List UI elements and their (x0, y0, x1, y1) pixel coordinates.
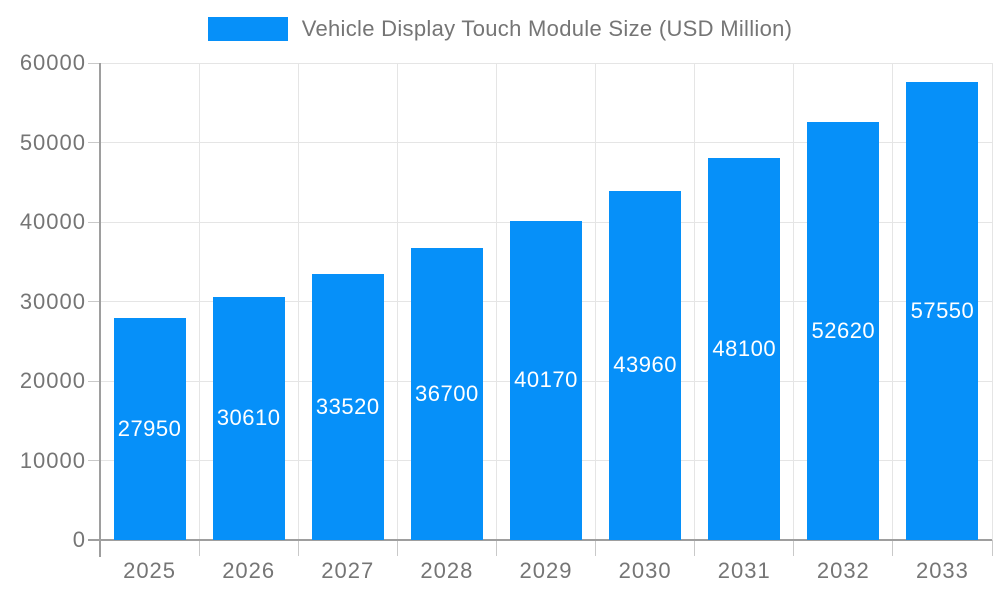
y-gridline (100, 142, 992, 143)
x-gridline (495, 63, 497, 540)
bar-2032: 52620 (807, 121, 880, 540)
legend: Vehicle Display Touch Module Size (USD M… (0, 16, 1000, 42)
bar-value-label: 48100 (712, 335, 777, 361)
x-tick-label: 2032 (816, 558, 870, 583)
y-tick (88, 221, 100, 223)
x-tick-label: 2033 (915, 558, 969, 583)
bar-2029: 40170 (510, 220, 582, 540)
x-tick (198, 540, 200, 556)
y-tick-label: 20000 (19, 368, 86, 393)
x-gridline (694, 63, 696, 540)
bar-2033: 57550 (906, 82, 979, 540)
bar-2028: 36700 (410, 248, 483, 540)
y-tick-label: 60000 (19, 50, 86, 75)
x-tick (991, 540, 993, 556)
legend-swatch (207, 17, 288, 41)
bar-2031: 48100 (708, 157, 781, 540)
bar-value-label: 52620 (811, 317, 876, 343)
y-gridline (100, 62, 992, 64)
y-axis-line (99, 63, 101, 557)
legend-label: Vehicle Display Touch Module Size (USD M… (301, 16, 793, 41)
x-gridline (396, 63, 398, 540)
x-tick-label: 2028 (420, 558, 474, 583)
x-gridline (793, 63, 795, 540)
y-tick (88, 62, 100, 64)
bar-value-label: 43960 (613, 352, 677, 378)
bar-2025: 27950 (113, 317, 186, 540)
x-tick (297, 540, 299, 556)
y-tick (88, 460, 100, 461)
x-tick-label: 2026 (222, 558, 276, 583)
x-tick-label: 2029 (519, 558, 573, 583)
y-tick (88, 301, 100, 302)
bar-2030: 43960 (609, 190, 682, 540)
y-tick-label: 10000 (19, 447, 86, 473)
bar-value-label: 36700 (415, 381, 479, 407)
x-tick (793, 540, 795, 556)
bar-2026: 30610 (212, 296, 285, 540)
x-tick-label: 2025 (123, 558, 177, 583)
x-gridline (198, 63, 200, 540)
x-gridline (595, 63, 597, 540)
x-tick (495, 540, 497, 556)
bar-value-label: 30610 (216, 405, 281, 431)
x-tick-label: 2027 (321, 558, 375, 583)
x-tick (396, 540, 398, 556)
x-gridline (892, 63, 894, 540)
x-tick (694, 540, 696, 556)
bar-2027: 33520 (311, 273, 384, 540)
y-tick-label: 30000 (19, 288, 86, 314)
bar-value-label: 27950 (117, 415, 182, 441)
y-tick-label: 0 (72, 527, 86, 552)
plot-area: 0 10000 20000 30000 40000 50000 60000 27950 2025… (20, 50, 993, 583)
bar-value-label: 57550 (910, 298, 975, 324)
x-tick (892, 540, 894, 556)
x-tick (595, 540, 597, 556)
x-axis-line (88, 539, 992, 541)
y-tick-label: 50000 (19, 129, 86, 155)
bar-value-label: 40170 (514, 367, 578, 393)
bar-value-label: 33520 (315, 393, 380, 419)
y-tick (88, 142, 100, 143)
y-tick (88, 380, 100, 382)
x-tick-label: 2030 (618, 558, 672, 583)
y-tick-label: 40000 (19, 209, 86, 234)
x-gridline (991, 63, 993, 540)
x-gridline (297, 63, 299, 540)
x-tick-label: 2031 (717, 558, 771, 583)
